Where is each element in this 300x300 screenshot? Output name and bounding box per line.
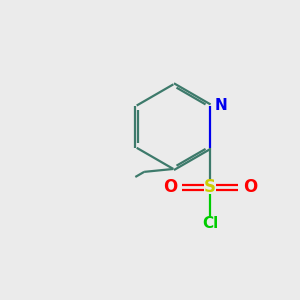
Text: O: O: [243, 178, 257, 196]
Text: N: N: [214, 98, 227, 113]
Text: S: S: [204, 178, 216, 196]
Text: Cl: Cl: [202, 216, 218, 231]
Text: O: O: [163, 178, 177, 196]
